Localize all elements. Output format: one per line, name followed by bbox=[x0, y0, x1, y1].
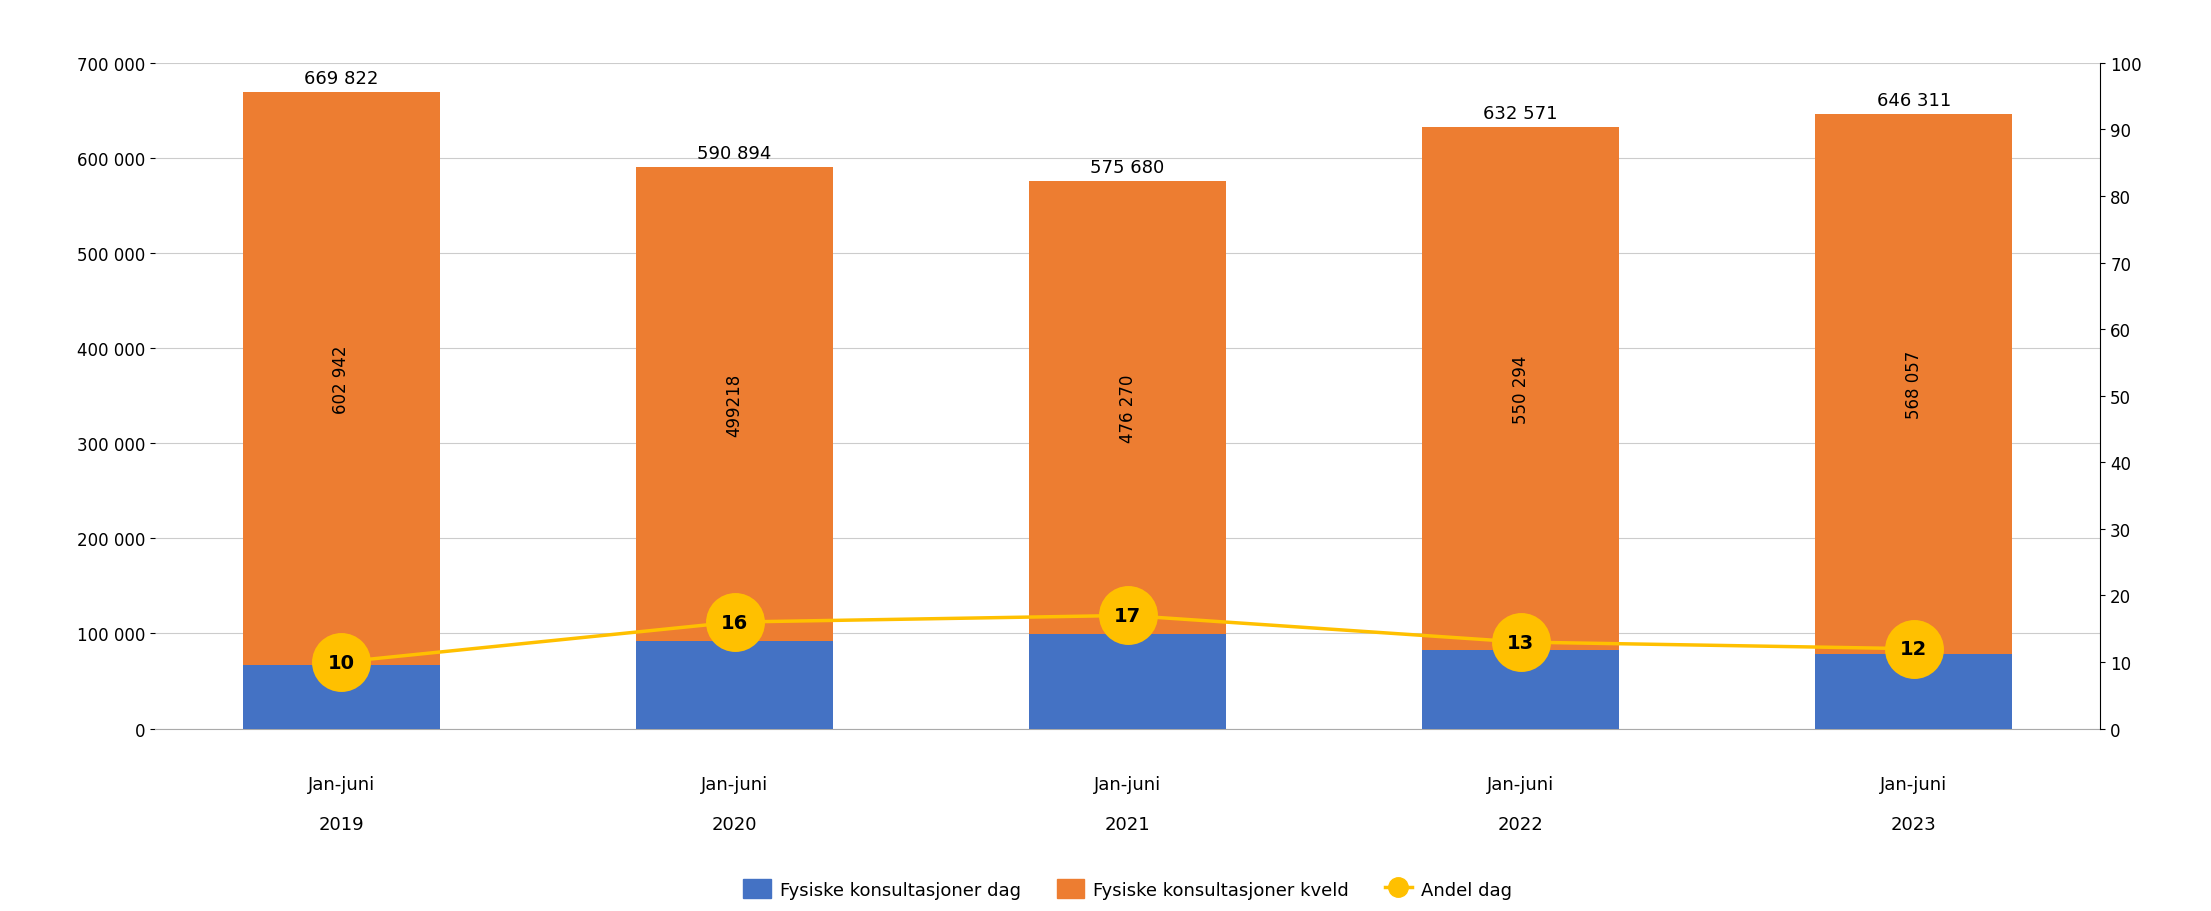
Bar bbox=[1815, 115, 2012, 654]
Text: 476 270: 476 270 bbox=[1119, 374, 1136, 442]
Text: 13: 13 bbox=[1508, 633, 1534, 652]
Text: 2023: 2023 bbox=[1890, 815, 1937, 834]
Point bbox=[1897, 641, 1932, 656]
Text: 632 571: 632 571 bbox=[1484, 105, 1559, 123]
Text: 16: 16 bbox=[721, 613, 747, 632]
Text: 2021: 2021 bbox=[1106, 815, 1150, 834]
Text: 602 942: 602 942 bbox=[332, 344, 352, 413]
Bar bbox=[1815, 654, 2012, 729]
Text: 10: 10 bbox=[327, 653, 356, 671]
Bar bbox=[1030, 634, 1225, 729]
Text: 646 311: 646 311 bbox=[1877, 92, 1950, 110]
Text: 17: 17 bbox=[1114, 606, 1141, 625]
Text: 2022: 2022 bbox=[1497, 815, 1543, 834]
Bar bbox=[1030, 182, 1225, 634]
Text: 590 894: 590 894 bbox=[696, 145, 772, 163]
Text: 575 680: 575 680 bbox=[1090, 159, 1165, 177]
Text: 499218: 499218 bbox=[725, 373, 743, 436]
Bar bbox=[1422, 650, 1618, 729]
Text: 12: 12 bbox=[1899, 640, 1928, 659]
Text: 669 822: 669 822 bbox=[305, 70, 378, 87]
Text: Jan-juni: Jan-juni bbox=[1488, 775, 1554, 793]
Legend: Fysiske konsultasjoner dag, Fysiske konsultasjoner kveld, Andel dag: Fysiske konsultasjoner dag, Fysiske kons… bbox=[736, 872, 1519, 906]
Bar bbox=[243, 92, 440, 665]
Text: Jan-juni: Jan-juni bbox=[1094, 775, 1161, 793]
Text: 2019: 2019 bbox=[318, 815, 365, 834]
Text: 2020: 2020 bbox=[712, 815, 758, 834]
Point bbox=[323, 655, 358, 670]
Bar bbox=[1422, 128, 1618, 650]
Text: 550 294: 550 294 bbox=[1512, 355, 1530, 424]
Point bbox=[1110, 609, 1145, 623]
Text: Jan-juni: Jan-juni bbox=[701, 775, 767, 793]
Bar bbox=[243, 665, 440, 729]
Point bbox=[1503, 635, 1539, 650]
Bar bbox=[637, 641, 834, 729]
Point bbox=[716, 615, 752, 630]
Text: 568 057: 568 057 bbox=[1904, 351, 1924, 419]
Text: Jan-juni: Jan-juni bbox=[1879, 775, 1948, 793]
Bar bbox=[637, 168, 834, 641]
Text: Jan-juni: Jan-juni bbox=[307, 775, 376, 793]
